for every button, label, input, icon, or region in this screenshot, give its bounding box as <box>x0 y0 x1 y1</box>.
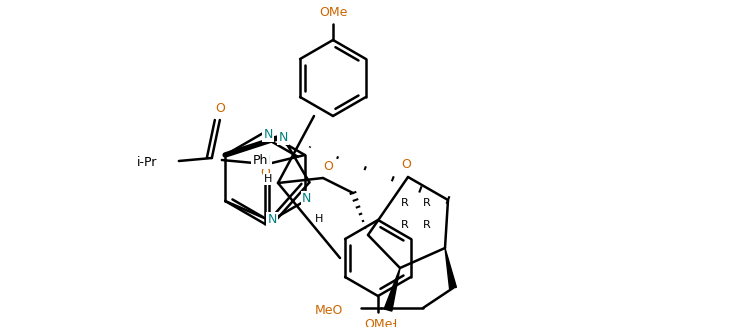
Text: Ph: Ph <box>252 154 268 167</box>
Polygon shape <box>384 268 400 311</box>
Text: O: O <box>215 102 225 115</box>
Text: R: R <box>401 198 409 208</box>
Text: O: O <box>401 159 411 171</box>
Text: N: N <box>261 154 270 167</box>
Text: H: H <box>263 174 272 184</box>
Text: OMe: OMe <box>319 6 347 19</box>
Polygon shape <box>445 248 457 289</box>
Text: i-Pr: i-Pr <box>137 157 157 169</box>
Text: MeO: MeO <box>315 303 343 317</box>
Text: R: R <box>423 198 431 208</box>
Text: O: O <box>323 160 333 173</box>
Text: N: N <box>302 193 312 205</box>
Text: N: N <box>279 131 288 144</box>
Text: R: R <box>401 220 409 230</box>
Text: OH: OH <box>378 318 398 327</box>
Text: N: N <box>267 213 277 226</box>
Text: OMe: OMe <box>364 318 392 327</box>
Text: R: R <box>423 220 431 230</box>
Text: N: N <box>263 128 273 141</box>
Text: H: H <box>315 214 323 224</box>
Text: O: O <box>260 165 270 179</box>
